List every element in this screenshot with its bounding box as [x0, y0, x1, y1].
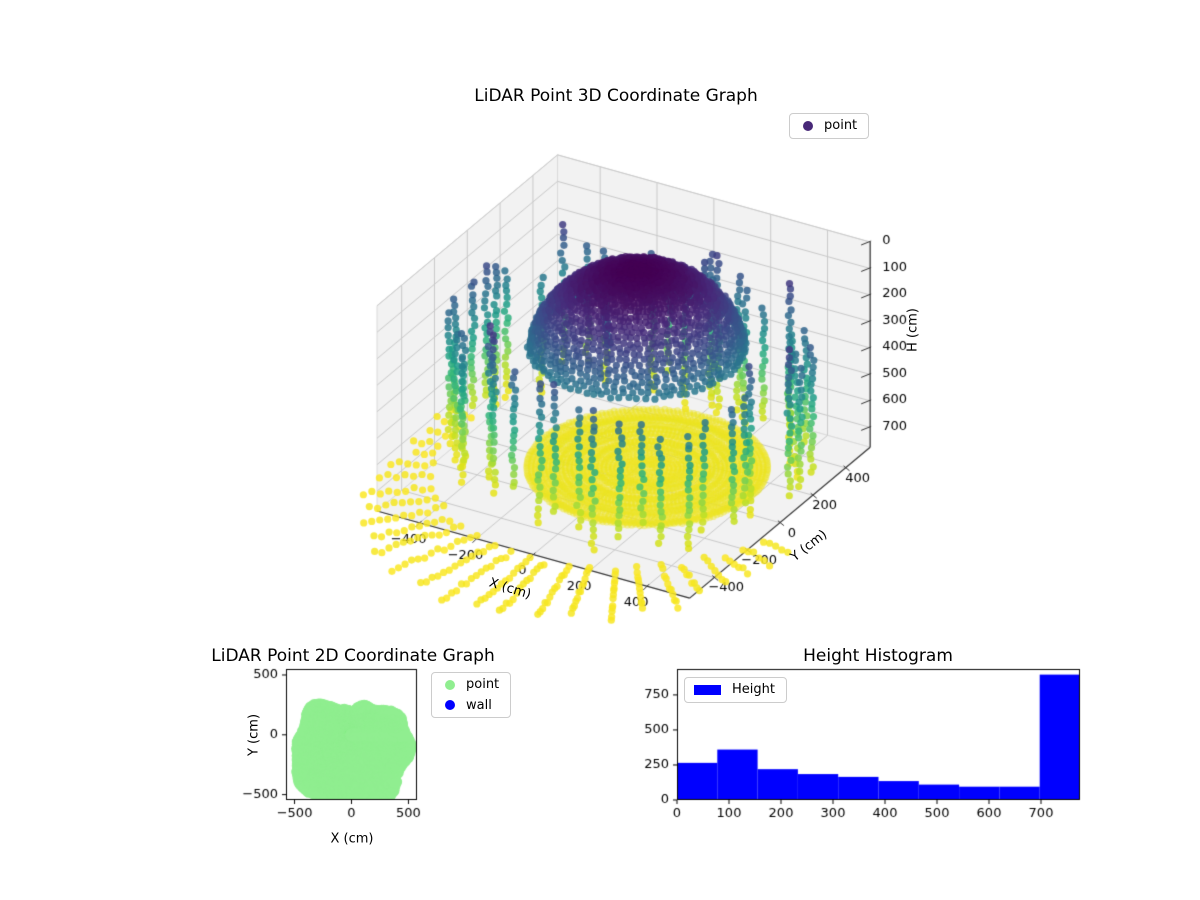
legend-item-wall-2d: wall: [441, 697, 499, 713]
histogram-legend: Height: [684, 677, 787, 703]
chart-2d-y-axis-label: Y (cm): [246, 713, 262, 757]
legend-label-point-2d: point: [466, 677, 500, 692]
chart-2d-title: LiDAR Point 2D Coordinate Graph: [211, 646, 495, 666]
histogram-title: Height Histogram: [803, 646, 953, 666]
chart-3d-z-axis-label: H (cm): [905, 308, 921, 352]
wall-marker-swatch: [445, 700, 455, 711]
legend-item-point-2d: point: [441, 678, 499, 692]
point-marker-swatch: [803, 120, 813, 131]
point-marker-swatch: [445, 679, 455, 690]
legend-item-height: Height: [694, 683, 775, 697]
legend-label-point-3d: point: [824, 118, 858, 133]
legend-label-wall-2d: wall: [466, 697, 492, 713]
legend-label-height: Height: [732, 682, 775, 697]
chart-3d-title: LiDAR Point 3D Coordinate Graph: [474, 86, 758, 106]
chart-3d-legend: point: [789, 113, 870, 139]
chart-2d-x-axis-label: X (cm): [330, 831, 374, 847]
chart-2d-legend: point wall: [431, 672, 512, 719]
legend-item-point-3d: point: [799, 119, 857, 133]
height-bar-swatch: [694, 684, 721, 695]
